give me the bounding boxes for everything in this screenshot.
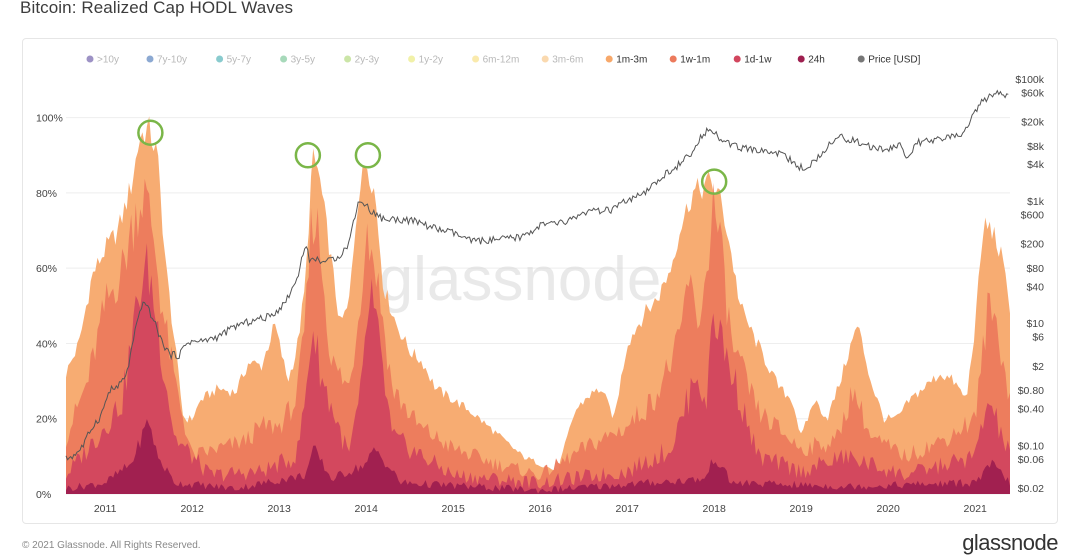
legend-dot <box>669 55 677 63</box>
peak-marker-circle <box>700 168 728 195</box>
price-tick-label: $2 <box>1032 361 1044 373</box>
x-tick-label: 2019 <box>790 503 814 515</box>
x-tick-label: 2018 <box>703 503 727 515</box>
y-tick-label: 40% <box>36 338 57 350</box>
legend-label: 1y-2y <box>419 55 443 66</box>
legend-dot <box>857 55 865 63</box>
legend-label: 1m-3m <box>616 55 647 66</box>
legend-dot <box>280 55 288 63</box>
legend-dot <box>472 55 480 63</box>
y-tick-label: 0% <box>36 489 51 501</box>
price-tick-label: $8k <box>1027 141 1045 153</box>
x-tick-label: 2020 <box>877 503 901 515</box>
x-tick-label: 2014 <box>354 503 378 515</box>
price-tick-label: $4k <box>1027 159 1045 171</box>
legend-label: 5y-7y <box>227 55 251 66</box>
legend-label: Price [USD] <box>868 55 920 66</box>
legend-dot <box>146 55 154 63</box>
y-tick-label: 60% <box>36 263 57 275</box>
legend-label: 7y-10y <box>157 55 187 66</box>
price-tick-label: $0.40 <box>1018 404 1044 416</box>
area-1d-1w <box>66 243 1010 494</box>
chart-title: Bitcoin: Realized Cap HODL Waves <box>20 0 294 17</box>
x-tick-label: 2017 <box>616 503 640 515</box>
legend-dot <box>797 55 805 63</box>
legend-label: 1d-1w <box>744 55 772 66</box>
peak-marker-circle <box>137 119 164 146</box>
legend-label: 2y-3y <box>355 55 379 66</box>
y-tick-label: 20% <box>36 414 57 426</box>
price-tick-label: $0.06 <box>1018 454 1044 466</box>
legend-label: 24h <box>808 55 825 66</box>
price-tick-label: $200 <box>1021 239 1045 251</box>
copyright-text: © 2021 Glassnode. All Rights Reserved. <box>22 540 201 551</box>
brand-logo-text: glassnode <box>962 530 1058 555</box>
price-tick-label: $0.02 <box>1018 483 1044 495</box>
legend-dot <box>86 55 94 63</box>
legend-dot <box>605 55 613 63</box>
legend-label: 1w-1m <box>680 55 710 66</box>
price-tick-label: $40 <box>1026 281 1044 293</box>
price-tick-label: $600 <box>1021 210 1045 222</box>
y-tick-label: 80% <box>36 188 57 200</box>
legend-dot <box>344 55 352 63</box>
price-tick-label: $10 <box>1026 318 1044 330</box>
x-tick-label: 2016 <box>528 503 552 515</box>
legend-label: 3y-5y <box>291 55 315 66</box>
x-tick-label: 2011 <box>94 503 117 515</box>
price-tick-label: $0.80 <box>1018 385 1044 397</box>
price-tick-label: $6 <box>1032 332 1044 344</box>
x-tick-label: 2015 <box>441 503 465 515</box>
price-tick-label: $100k <box>1015 74 1044 86</box>
legend-dot <box>408 55 416 63</box>
x-tick-label: 2013 <box>267 503 291 515</box>
legend-dot <box>216 55 224 63</box>
x-tick-label: 2012 <box>180 503 204 515</box>
y-tick-label: 100% <box>36 113 63 125</box>
legend-label: 6m-12m <box>483 55 520 66</box>
legend-label: 3m-6m <box>552 55 583 66</box>
area-24h <box>66 419 1010 494</box>
price-tick-label: $0.10 <box>1018 440 1044 452</box>
price-tick-label: $1k <box>1027 196 1045 208</box>
peak-marker-circle <box>354 142 382 169</box>
price-tick-label: $80 <box>1026 263 1044 275</box>
price-tick-label: $20k <box>1021 117 1045 129</box>
legend-dot <box>733 55 741 63</box>
watermark-text: glassnode <box>379 245 662 314</box>
peak-marker-circle <box>294 142 322 169</box>
legend-dot <box>541 55 549 63</box>
x-tick-label: 2021 <box>964 503 988 515</box>
price-tick-label: $60k <box>1021 87 1045 99</box>
price-line <box>65 89 1009 461</box>
legend-label: >10y <box>97 55 119 66</box>
